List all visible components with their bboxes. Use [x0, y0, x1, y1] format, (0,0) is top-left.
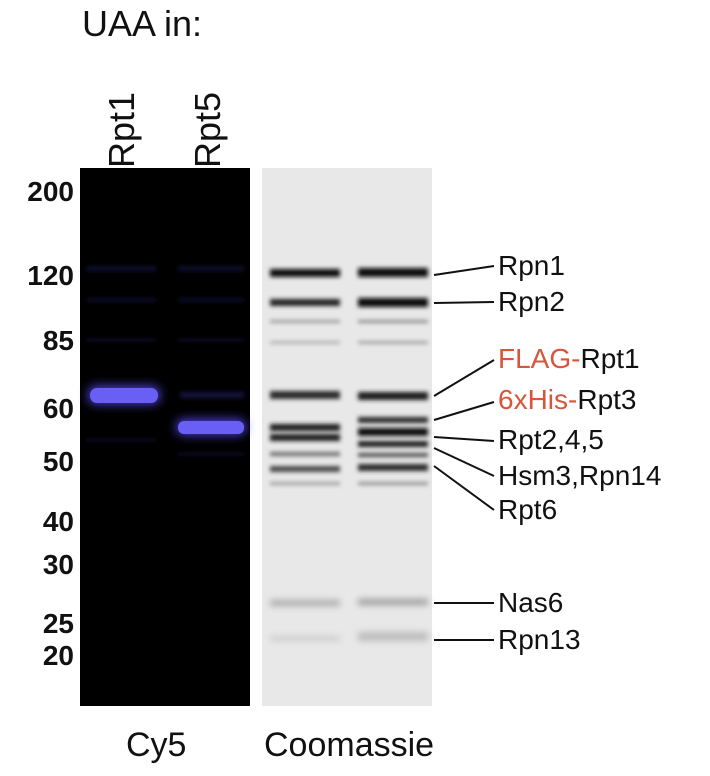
band-6xhis-rpt3 — [358, 417, 428, 423]
caption-cy5: Cy5 — [126, 726, 187, 764]
band-minor — [358, 453, 428, 457]
band-rpt245 — [358, 428, 428, 436]
leader-lines — [433, 265, 495, 641]
cy5-faint-bands — [86, 266, 244, 456]
annotation-6xhis-rpt3: 6xHis-Rpt3 — [498, 386, 637, 414]
mw-marker: 20 — [42, 640, 74, 671]
band-rpt245 — [270, 434, 340, 441]
band-rpt245 — [358, 441, 428, 447]
band-hsm3 — [358, 464, 428, 471]
cy5-faint-band — [86, 266, 156, 271]
leader-line — [433, 436, 495, 442]
annotation-rpn1: Rpn1 — [498, 252, 565, 280]
leader-line — [433, 401, 495, 421]
figure-title: UAA in: — [82, 3, 203, 44]
mw-marker: 40 — [42, 506, 74, 537]
annotation-name: Rpt1 — [580, 343, 640, 374]
annotation-tag: 6xHis- — [498, 384, 578, 415]
band-nas6 — [270, 600, 340, 606]
band-rpt6 — [358, 482, 428, 485]
band-flag-rpt1 — [358, 392, 428, 400]
band-nas6 — [358, 599, 428, 605]
annotation-name: Nas6 — [498, 587, 564, 618]
mw-marker: 25 — [42, 608, 74, 639]
cy5-band-rpt5 — [178, 421, 244, 434]
annotation-name: Rpn1 — [498, 250, 565, 281]
leader-line — [433, 265, 495, 276]
annotation-name: Rpn13 — [498, 624, 581, 655]
annotation-hsm3-rpn14: Hsm3,Rpn14 — [498, 462, 661, 490]
annotation-name: Rpn2 — [498, 286, 565, 317]
cy5-faint-band — [86, 298, 156, 302]
cy5-faint-band — [178, 266, 244, 271]
cy5-faint-band — [180, 392, 244, 398]
mw-marker: 85 — [42, 325, 74, 356]
annotation-rpn13: Rpn13 — [498, 626, 581, 654]
mw-marker: 50 — [42, 446, 74, 477]
leader-line — [433, 447, 495, 477]
cy5-faint-band — [178, 338, 244, 342]
band-rpt6 — [270, 482, 340, 485]
cy5-faint-band — [178, 298, 244, 302]
band-rpn1 — [270, 269, 340, 277]
coomassie-bands — [270, 268, 428, 641]
band-minor — [358, 320, 428, 323]
band-rpn1 — [358, 268, 428, 277]
band-rpn2 — [270, 299, 340, 306]
mw-marker: 200 — [27, 176, 74, 207]
cy5-faint-band — [86, 338, 156, 342]
band-rpn2 — [358, 298, 428, 307]
annotation-rpt245: Rpt2,4,5 — [498, 426, 604, 454]
band-minor — [270, 341, 340, 344]
annotation-name: Rpt3 — [577, 384, 637, 415]
leader-line — [433, 465, 495, 511]
cy5-gel — [80, 168, 250, 706]
band-flag-rpt1 — [270, 391, 340, 399]
band-minor — [270, 452, 340, 456]
annotation-rpt6: Rpt6 — [498, 496, 557, 524]
mw-marker: 60 — [42, 393, 74, 424]
cy5-band-rpt1 — [90, 388, 158, 403]
annotation-rpn2: Rpn2 — [498, 288, 565, 316]
cy5-faint-band — [178, 452, 244, 456]
mw-marker: 30 — [42, 549, 74, 580]
band-rpn13 — [270, 636, 340, 641]
annotation-name: Hsm3,Rpn14 — [498, 460, 662, 491]
annotation-name: Rpt6 — [498, 494, 558, 525]
caption-coomassie: Coomassie — [264, 726, 435, 764]
band-rpn13 — [358, 632, 428, 641]
band-minor — [270, 320, 340, 323]
band-6xhis-rpt3 — [270, 424, 340, 431]
annotation-nas6: Nas6 — [498, 589, 563, 617]
cy5-faint-band — [86, 438, 156, 442]
band-minor — [358, 341, 428, 344]
leader-line — [433, 301, 495, 304]
band-hsm3 — [270, 466, 340, 472]
annotation-name: Rpt2,4,5 — [498, 424, 604, 455]
annotation-tag: FLAG- — [498, 343, 581, 374]
annotation-flag-rpt1: FLAG-Rpt1 — [498, 345, 640, 373]
mw-marker: 120 — [27, 260, 74, 291]
leader-line — [433, 359, 495, 397]
